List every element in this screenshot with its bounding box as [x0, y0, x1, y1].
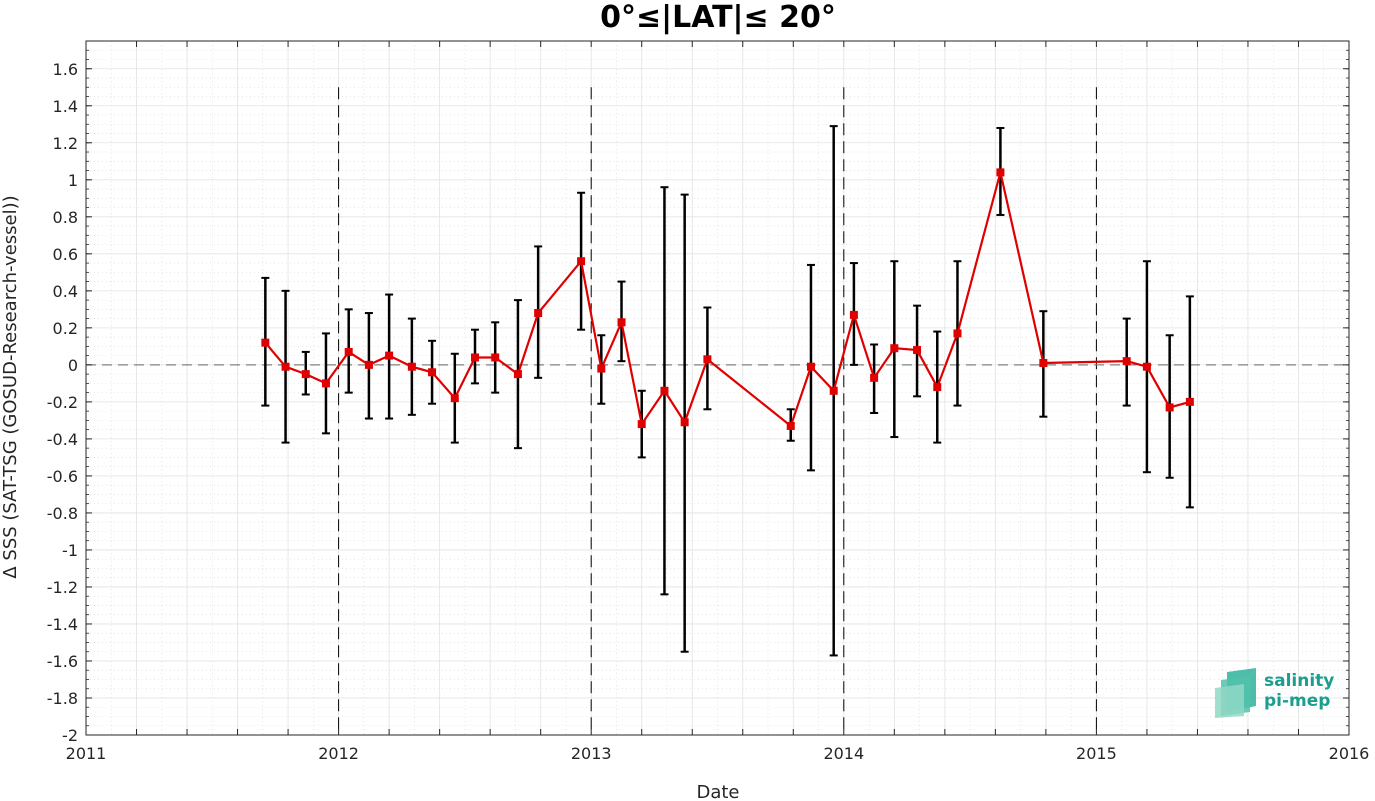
y-tick-label: -1.4 [47, 615, 78, 634]
data-point [806, 362, 815, 371]
data-point [1185, 397, 1194, 406]
data-point [680, 418, 689, 427]
data-point [637, 420, 646, 429]
data-point [786, 421, 795, 430]
y-tick-label: -0.6 [47, 467, 78, 486]
data-point [321, 379, 330, 388]
logo-text-pi-mep: pi-mep [1264, 691, 1330, 711]
data-point [491, 353, 500, 362]
y-tick-label: -0.2 [47, 393, 78, 412]
x-tick-label: 2011 [66, 744, 107, 763]
data-point [428, 368, 437, 377]
y-tick-label: -0.8 [47, 504, 78, 523]
y-tick-label: -1.6 [47, 652, 78, 671]
data-point [890, 344, 899, 353]
data-point [534, 309, 543, 318]
data-point [953, 329, 962, 338]
data-point [385, 351, 394, 360]
x-axis-label: Date [696, 782, 739, 801]
plot-frame [85, 40, 1350, 736]
y-tick-label: -0.4 [47, 430, 78, 449]
data-point [281, 362, 290, 371]
y-tick-label: -2 [62, 726, 78, 745]
data-point [849, 310, 858, 319]
data-point [933, 383, 942, 392]
y-tick-label: -1.8 [47, 689, 78, 708]
data-point [913, 346, 922, 355]
logo-text-salinity: salinity [1264, 671, 1334, 691]
y-tick-label: 1.2 [53, 134, 78, 153]
y-tick-label: -1 [62, 541, 78, 560]
x-tick-label: 2014 [823, 744, 864, 763]
data-point [996, 168, 1005, 177]
data-point [261, 338, 270, 347]
y-tick-label: 1 [68, 171, 78, 190]
data-point [1039, 359, 1048, 368]
x-tick-label: 2012 [318, 744, 359, 763]
x-tick-labels: 2011 2012 2013 2014 2015 2016 [66, 744, 1370, 763]
data-point [364, 360, 373, 369]
data-point [597, 364, 606, 373]
x-tick-label: 2015 [1076, 744, 1117, 763]
wave-stack-icon [1215, 668, 1256, 718]
chart-title: 0°≤|LAT|≤ 20° [600, 0, 836, 35]
data-point [450, 394, 459, 403]
plot-area [86, 41, 1349, 735]
y-tick-label: 0 [68, 356, 78, 375]
data-point [577, 257, 586, 266]
y-tick-label: 1.4 [53, 97, 78, 116]
data-point [1165, 403, 1174, 412]
data-point [703, 355, 712, 364]
y-tick-label: -1.2 [47, 578, 78, 597]
data-point [344, 347, 353, 356]
x-tick-label: 2013 [571, 744, 612, 763]
y-tick-label: 0.4 [53, 282, 78, 301]
data-point [301, 370, 310, 379]
salinity-pi-mep-logo: salinity pi-mep [1215, 668, 1334, 718]
y-tick-labels: -2 -1.8 -1.6 -1.4 -1.2 -1 -0.8 -0.6 -0.4 -0.2 0 0.2… [47, 60, 78, 745]
y-tick-label: 1.6 [53, 60, 78, 79]
data-point [660, 386, 669, 395]
data-point [471, 353, 480, 362]
data-point [617, 318, 626, 327]
x-tick-label: 2016 [1329, 744, 1370, 763]
data-point [1142, 362, 1151, 371]
y-tick-label: 0.6 [53, 245, 78, 264]
data-markers [261, 168, 1194, 430]
y-tick-label: 0.8 [53, 208, 78, 227]
data-point [1122, 357, 1131, 366]
data-point [870, 373, 879, 382]
data-point [829, 386, 838, 395]
y-tick-label: 0.2 [53, 319, 78, 338]
data-point [407, 362, 416, 371]
data-point [513, 370, 522, 379]
y-axis-label: Δ SSS (SAT-TSG (GOSUD-Research-vessel)) [0, 195, 21, 578]
